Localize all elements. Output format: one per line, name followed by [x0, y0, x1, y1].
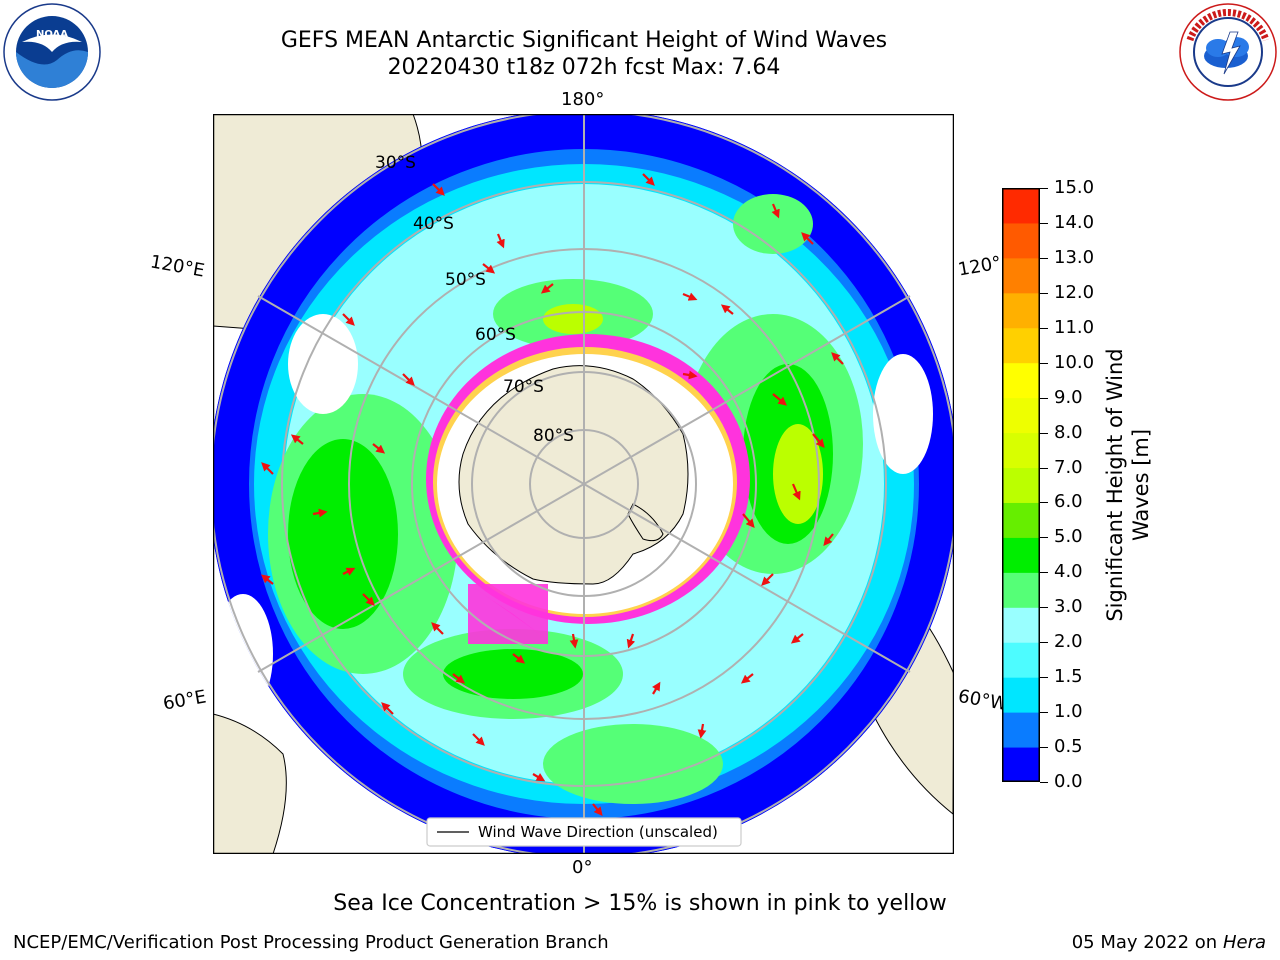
colorbar-band [1002, 607, 1040, 643]
colorbar-tick-label: 3.0 [1054, 596, 1083, 618]
colorbar-band [1002, 712, 1040, 748]
colorbar-tick-label: 4.0 [1054, 561, 1083, 583]
colorbar-band [1002, 188, 1040, 224]
sea-ice-note: Sea Ice Concentration > 15% is shown in … [333, 891, 947, 916]
colorbar-tick-label: 5.0 [1054, 526, 1083, 548]
colorbar-tick-label: 15.0 [1054, 177, 1095, 198]
noaa-logo: NOAA [3, 3, 101, 101]
credit-date: 05 May 2022 on Hera [1072, 932, 1266, 953]
colorbar-band [1002, 362, 1040, 399]
colorbar-band [1002, 222, 1040, 259]
colorbar-tick-mark [1040, 572, 1048, 574]
colorbar-tick-mark [1040, 188, 1048, 189]
colorbar-tick-mark [1040, 677, 1048, 679]
colorbar-tick-label: 13.0 [1054, 246, 1095, 268]
colorbar-tick-label: 0.5 [1054, 736, 1083, 758]
colorbar-label-line1: Significant Height of Wind [1103, 348, 1127, 622]
colorbar-tick-mark [1040, 222, 1048, 224]
colorbar-tick-mark [1040, 432, 1048, 434]
colorbar-band [1002, 677, 1040, 713]
colorbar-band [1002, 327, 1040, 364]
colorbar-band [1002, 502, 1040, 538]
chart-subtitle: 20220430 t18z 072h fcst Max: 7.64 [387, 55, 781, 80]
colorbar-tick-label: 10.0 [1054, 351, 1095, 373]
chart-title: GEFS MEAN Antarctic Significant Height o… [280, 28, 888, 53]
colorbar-tick-mark [1040, 712, 1048, 714]
colorbar-band [1002, 642, 1040, 678]
colorbar-tick-mark [1040, 537, 1048, 539]
lon-label-right-upper: 120° [956, 252, 1003, 281]
colorbar-tick-label: 2.0 [1054, 631, 1083, 653]
colorbar-ticks: 0.0 0.5 1.0 1.5 2.0 3.0 4.0 5.0 6.0 7.0 8.0 9.0 10.0… [1040, 177, 1120, 792]
colorbar-tick-mark [1040, 782, 1048, 783]
colorbar-border [1002, 188, 1040, 782]
credit-machine: Hera [1222, 932, 1266, 953]
colorbar-band [1002, 537, 1040, 573]
colorbar-band [1002, 467, 1040, 503]
polar-map: 30°S 40°S 50°S 60°S 70°S 80°S Wind Wave … [213, 114, 954, 854]
colorbar-label: Significant Height of Wind Waves [m] [1102, 348, 1154, 621]
lon-label-bottom: 0° [572, 857, 593, 878]
colorbar-tick-mark [1040, 747, 1048, 749]
credit-date-text: 05 May 2022 on [1071, 932, 1218, 953]
africa-land [213, 713, 287, 854]
colorbar-label-line2: Waves [m] [1129, 428, 1153, 542]
credit-branch: NCEP/EMC/Verification Post Processing Pr… [13, 932, 609, 953]
map-legend: Wind Wave Direction (unscaled) [426, 817, 742, 847]
colorbar-tick-label: 8.0 [1054, 421, 1083, 443]
lat-label-40s: 40°S [413, 214, 454, 234]
colorbar-tick-label: 12.0 [1054, 281, 1095, 303]
legend-entry: Wind Wave Direction (unscaled) [478, 823, 718, 841]
colorbar-tick-mark [1040, 642, 1048, 644]
colorbar-tick-mark [1040, 327, 1048, 329]
colorbar-tick-mark [1040, 362, 1048, 364]
lat-label-30s: 30°S [375, 153, 416, 173]
svg-text:NOAA: NOAA [36, 29, 68, 40]
colorbar-tick-label: 9.0 [1054, 386, 1083, 408]
colorbar-tick-label: 1.0 [1054, 701, 1083, 723]
colorbar-tick-label: 7.0 [1054, 456, 1083, 478]
antarctic-peninsula [627, 503, 664, 542]
lat-label-60s: 60°S [475, 325, 516, 345]
lon-label-left-lower: 60°E [161, 686, 208, 715]
colorbar-tick-mark [1040, 292, 1048, 294]
colorbar-tick-label: 0.0 [1054, 771, 1083, 792]
colorbar-tick-label: 14.0 [1054, 211, 1095, 233]
colorbar-tick-mark [1040, 467, 1048, 469]
colorbar-tick-mark [1040, 397, 1048, 399]
colorbar-band [1002, 747, 1040, 782]
colorbar-band [1002, 257, 1040, 294]
colorbar-tick-mark [1040, 607, 1048, 609]
lat-label-50s: 50°S [445, 270, 486, 290]
colorbar-tick-mark [1040, 257, 1048, 259]
lat-label-80s: 80°S [533, 426, 574, 446]
nws-logo [1179, 3, 1277, 101]
lon-label-top: 180° [561, 89, 605, 110]
lat-label-70s: 70°S [503, 377, 544, 397]
colorbar-band [1002, 432, 1040, 469]
colorbar-tick-label: 1.5 [1054, 666, 1083, 688]
colorbar-tick-label: 11.0 [1054, 316, 1095, 338]
lon-label-left-upper: 120°E [148, 251, 207, 282]
colorbar-band [1002, 292, 1040, 329]
colorbar [1002, 188, 1040, 782]
colorbar-band [1002, 397, 1040, 434]
colorbar-tick-label: 6.0 [1054, 491, 1083, 513]
colorbar-band [1002, 572, 1040, 608]
colorbar-tick-mark [1040, 502, 1048, 504]
